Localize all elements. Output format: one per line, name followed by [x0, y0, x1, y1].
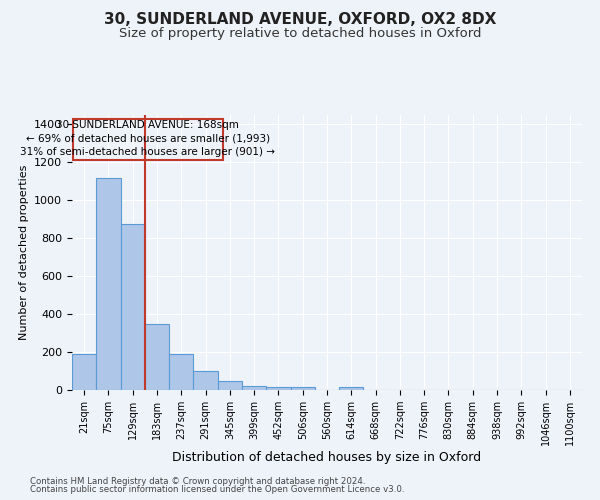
Text: Contains HM Land Registry data © Crown copyright and database right 2024.: Contains HM Land Registry data © Crown c…	[30, 476, 365, 486]
X-axis label: Distribution of detached houses by size in Oxford: Distribution of detached houses by size …	[172, 450, 482, 464]
Text: Contains public sector information licensed under the Open Government Licence v3: Contains public sector information licen…	[30, 486, 404, 494]
Text: 31% of semi-detached houses are larger (901) →: 31% of semi-detached houses are larger (…	[20, 147, 275, 157]
Bar	[96, 178, 121, 390]
Text: 30, SUNDERLAND AVENUE, OXFORD, OX2 8DX: 30, SUNDERLAND AVENUE, OXFORD, OX2 8DX	[104, 12, 496, 28]
Bar	[145, 324, 169, 390]
Bar	[266, 386, 290, 390]
Bar	[72, 354, 96, 390]
Bar	[339, 387, 364, 390]
Bar	[290, 386, 315, 390]
Bar	[193, 371, 218, 390]
Bar	[242, 386, 266, 390]
Text: 30 SUNDERLAND AVENUE: 168sqm: 30 SUNDERLAND AVENUE: 168sqm	[56, 120, 239, 130]
Text: ← 69% of detached houses are smaller (1,993): ← 69% of detached houses are smaller (1,…	[26, 134, 270, 143]
Bar	[169, 354, 193, 390]
Bar	[218, 380, 242, 390]
Y-axis label: Number of detached properties: Number of detached properties	[19, 165, 29, 340]
Bar	[73, 119, 223, 160]
Bar	[121, 224, 145, 390]
Text: Size of property relative to detached houses in Oxford: Size of property relative to detached ho…	[119, 28, 481, 40]
